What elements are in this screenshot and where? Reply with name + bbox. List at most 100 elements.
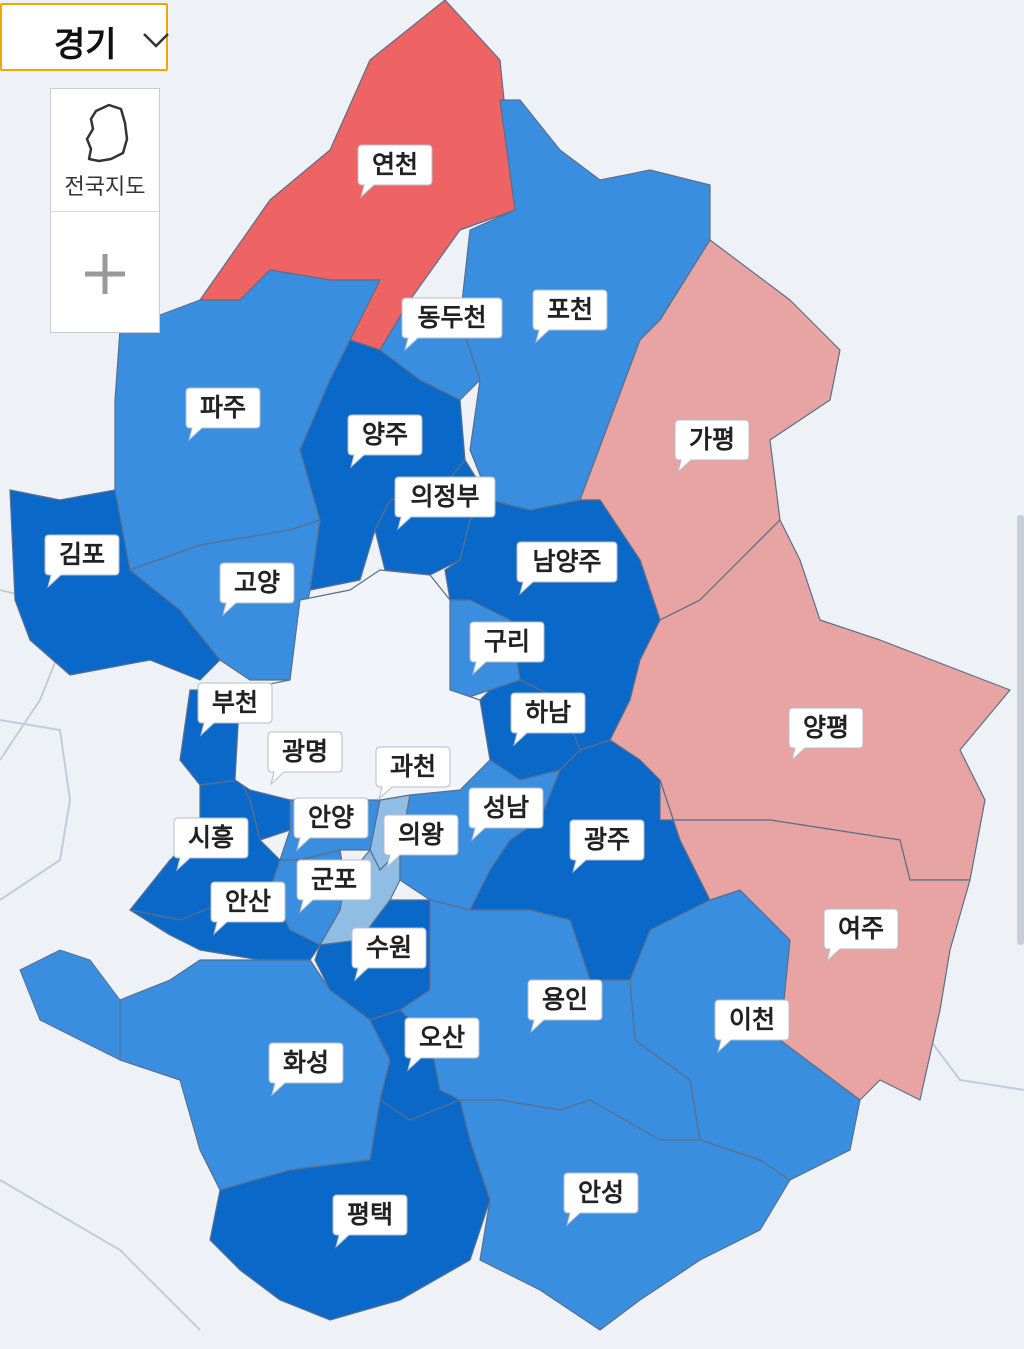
region-name: 의정부	[410, 482, 479, 511]
region-name: 안산	[225, 887, 271, 916]
region-label[interactable]: 파주	[185, 387, 261, 442]
region-name: 고양	[234, 568, 280, 597]
region[interactable]	[659, 779, 971, 1101]
region-name: 이천	[729, 1005, 775, 1034]
region-label[interactable]: 용인	[527, 979, 603, 1034]
region-label[interactable]: 광주	[569, 819, 645, 874]
region-label[interactable]: 광명	[267, 731, 343, 786]
plus-icon	[85, 254, 125, 294]
region-label[interactable]: 하남	[510, 692, 586, 747]
region-name: 동두천	[417, 303, 486, 332]
region-label[interactable]: 가평	[674, 419, 750, 474]
region-label[interactable]: 오산	[404, 1017, 480, 1072]
region-name: 남양주	[532, 547, 601, 576]
region-label[interactable]: 양주	[347, 414, 423, 469]
region-name: 김포	[59, 540, 105, 569]
region-label[interactable]: 시흥	[173, 817, 249, 872]
label-bubble	[267, 731, 343, 786]
region-name: 여주	[838, 914, 884, 943]
label-bubble	[401, 297, 503, 352]
region-name: 성남	[483, 793, 529, 822]
label-bubble	[351, 927, 427, 982]
label-bubble	[516, 541, 618, 596]
region-label[interactable]: 평택	[332, 1194, 408, 1249]
label-bubble	[357, 144, 433, 199]
region-label[interactable]: 화성	[268, 1042, 344, 1097]
region-name: 부천	[212, 688, 258, 717]
region-label[interactable]: 포천	[532, 289, 608, 344]
label-bubble	[569, 819, 645, 874]
label-bubble	[404, 1017, 480, 1072]
label-bubble	[788, 707, 864, 762]
region-name: 구리	[484, 627, 530, 656]
label-bubble	[185, 387, 261, 442]
region-label[interactable]: 수원	[351, 927, 427, 982]
region-name: 연천	[372, 150, 418, 179]
chevron-icon	[143, 33, 169, 48]
label-bubble	[219, 562, 295, 617]
region-label[interactable]: 양평	[788, 707, 864, 762]
label-bubble	[527, 979, 603, 1034]
label-bubble	[563, 1172, 639, 1227]
coast-island	[19, 949, 121, 1061]
label-bubble	[469, 621, 545, 676]
region-label[interactable]: 구리	[469, 621, 545, 676]
label-bubble	[293, 797, 369, 852]
region-label[interactable]: 군포	[296, 859, 372, 914]
label-bubble	[332, 1194, 408, 1249]
region-label[interactable]: 의왕	[383, 814, 459, 869]
region-name: 수원	[366, 933, 412, 962]
zoom-in-button[interactable]	[51, 212, 159, 332]
region-name: 광주	[584, 825, 630, 854]
region-label[interactable]: 고양	[219, 562, 295, 617]
region-label[interactable]: 동두천	[401, 297, 503, 352]
region[interactable]	[459, 1099, 791, 1331]
korea-icon	[85, 103, 129, 163]
region-name: 양평	[803, 713, 849, 742]
label-bubble	[674, 419, 750, 474]
region-label[interactable]: 안산	[210, 881, 286, 936]
label-bubble	[44, 534, 120, 589]
region-name: 화성	[283, 1048, 329, 1077]
region-name: 용인	[542, 985, 588, 1014]
label-bubble	[197, 682, 273, 737]
region-label[interactable]: 과천	[375, 746, 451, 801]
region-label[interactable]: 여주	[823, 908, 899, 963]
region-label[interactable]: 남양주	[516, 541, 618, 596]
region-name: 하남	[525, 698, 571, 727]
province-dropdown[interactable]: 경기	[0, 3, 169, 71]
national-map-button[interactable]: 전국지도	[51, 89, 159, 212]
region-label[interactable]: 이천	[714, 999, 790, 1054]
label-bubble	[714, 999, 790, 1054]
label-bubble	[173, 817, 249, 872]
label-bubble	[347, 414, 423, 469]
region-name: 광명	[282, 737, 328, 766]
label-bubble	[532, 289, 608, 344]
region-name: 평택	[347, 1200, 393, 1229]
label-bubble	[268, 1042, 344, 1097]
region-name: 안양	[308, 803, 354, 832]
region-name: 가평	[689, 425, 735, 454]
region-label[interactable]: 연천	[357, 144, 433, 199]
label-bubble	[823, 908, 899, 963]
region-name: 의왕	[398, 820, 444, 849]
label-bubble	[394, 476, 496, 531]
region-label[interactable]: 성남	[468, 787, 544, 842]
region-label[interactable]: 김포	[44, 534, 120, 589]
region-name: 양주	[362, 420, 408, 449]
region-label[interactable]: 부천	[197, 682, 273, 737]
region-name: 오산	[419, 1023, 465, 1052]
label-bubble	[468, 787, 544, 842]
label-bubble	[510, 692, 586, 747]
region-label[interactable]: 안성	[563, 1172, 639, 1227]
region-name: 파주	[200, 393, 246, 422]
region-label[interactable]: 의정부	[394, 476, 496, 531]
region-name: 포천	[547, 295, 593, 324]
scrollbar	[1017, 515, 1024, 945]
region-name: 군포	[311, 865, 357, 894]
region-label[interactable]: 안양	[293, 797, 369, 852]
label-bubble	[375, 746, 451, 801]
